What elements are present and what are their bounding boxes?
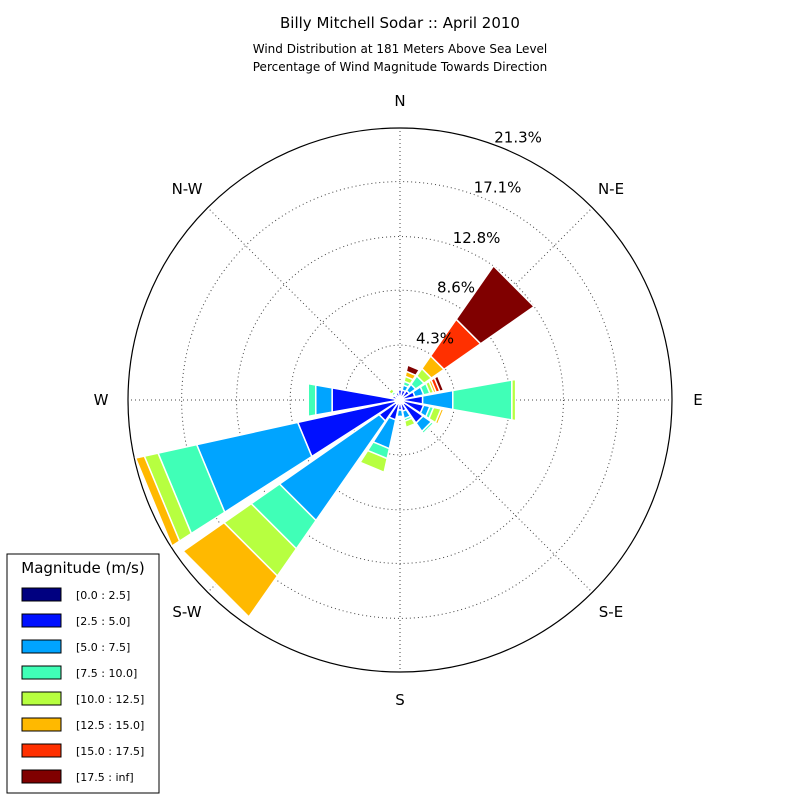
wind-bar-45-bin-7 xyxy=(455,264,536,345)
wind-bar-270-bin-4 xyxy=(306,382,309,418)
wind-bar-270-bin-2 xyxy=(315,384,333,416)
direction-labels: N N-E E S-E S S-W W N-W xyxy=(94,92,703,709)
legend-label-5: [12.5 : 15.0] xyxy=(76,719,144,732)
legend-label-6: [15.0 : 17.5] xyxy=(76,745,144,758)
legend-swatch-3 xyxy=(21,665,62,680)
radial-tick-label-1: 4.3% xyxy=(416,329,454,347)
grid-ring-4 xyxy=(181,181,619,619)
grid-ring-3 xyxy=(236,236,564,564)
radial-tick-label-3: 12.8% xyxy=(453,229,501,247)
legend-label-7: [17.5 : inf] xyxy=(76,771,134,784)
legend-swatch-2 xyxy=(21,639,62,654)
wind-bar-112.5-bin-5 xyxy=(434,408,445,426)
legend: Magnitude (m/s) [0.0 : 2.5] [2.5 : 5.0] [5… xyxy=(6,553,160,794)
wind-bar-90-bin-4 xyxy=(511,378,517,422)
radial-tick-label-4: 17.1% xyxy=(474,178,522,196)
outer-ring xyxy=(127,127,673,673)
direction-label-s-w: S-W xyxy=(172,603,201,621)
chart-title: Billy Mitchell Sodar :: April 2010 xyxy=(280,14,520,32)
legend-label-2: [5.0 : 7.5] xyxy=(76,641,130,654)
wind-bar-337.5-bin-1 xyxy=(394,391,401,399)
direction-label-n: N xyxy=(394,92,405,110)
chart-subtitle-line-1: Wind Distribution at 181 Meters Above Se… xyxy=(253,42,548,56)
grid-spoke-n-w xyxy=(207,207,401,401)
direction-label-s: S xyxy=(395,691,405,709)
legend-swatch-6 xyxy=(21,743,62,758)
radial-tick-label-5: 21.3% xyxy=(494,129,542,147)
direction-label-n-w: N-W xyxy=(172,180,203,198)
legend-swatch-1 xyxy=(21,613,62,628)
wind-bar-90-bin-3 xyxy=(452,379,513,421)
wind-bar-247.5-bin-5 xyxy=(134,455,181,548)
legend-label-4: [10.0 : 12.5] xyxy=(76,693,144,706)
legend-swatch-4 xyxy=(21,691,62,706)
legend-swatch-5 xyxy=(21,717,62,732)
legend-label-0: [0.0 : 2.5] xyxy=(76,589,130,602)
wind-bar-315-bin-4 xyxy=(387,387,396,396)
wind-bar-67.5-bin-7 xyxy=(433,374,445,393)
wind-bar-22.5-bin-7 xyxy=(405,364,421,377)
legend-swatch-7 xyxy=(21,769,62,784)
legend-label-1: [2.5 : 5.0] xyxy=(76,615,130,628)
wind-bar-135-bin-3 xyxy=(420,420,435,435)
legend-title: Magnitude (m/s) xyxy=(21,559,144,577)
wind-bar-157.5-bin-4 xyxy=(403,417,417,429)
chart-subtitle-line-2: Percentage of Wind Magnitude Towards Dir… xyxy=(253,60,547,74)
legend-label-3: [7.5 : 10.0] xyxy=(76,667,137,680)
direction-label-w: W xyxy=(94,391,109,409)
wind-bar-270-bin-3 xyxy=(307,382,317,418)
wind-bars xyxy=(134,264,536,619)
radial-tick-label-2: 8.6% xyxy=(437,279,475,297)
direction-label-n-e: N-E xyxy=(598,180,624,198)
radial-tick-labels: 4.3% 8.6% 12.8% 17.1% 21.3% xyxy=(416,129,542,348)
direction-label-e: E xyxy=(693,391,702,409)
legend-swatch-0 xyxy=(21,587,62,602)
wind-bar-202.5-bin-4 xyxy=(358,449,389,474)
direction-label-s-e: S-E xyxy=(599,603,623,621)
wind-bar-225-bin-5 xyxy=(181,521,279,619)
